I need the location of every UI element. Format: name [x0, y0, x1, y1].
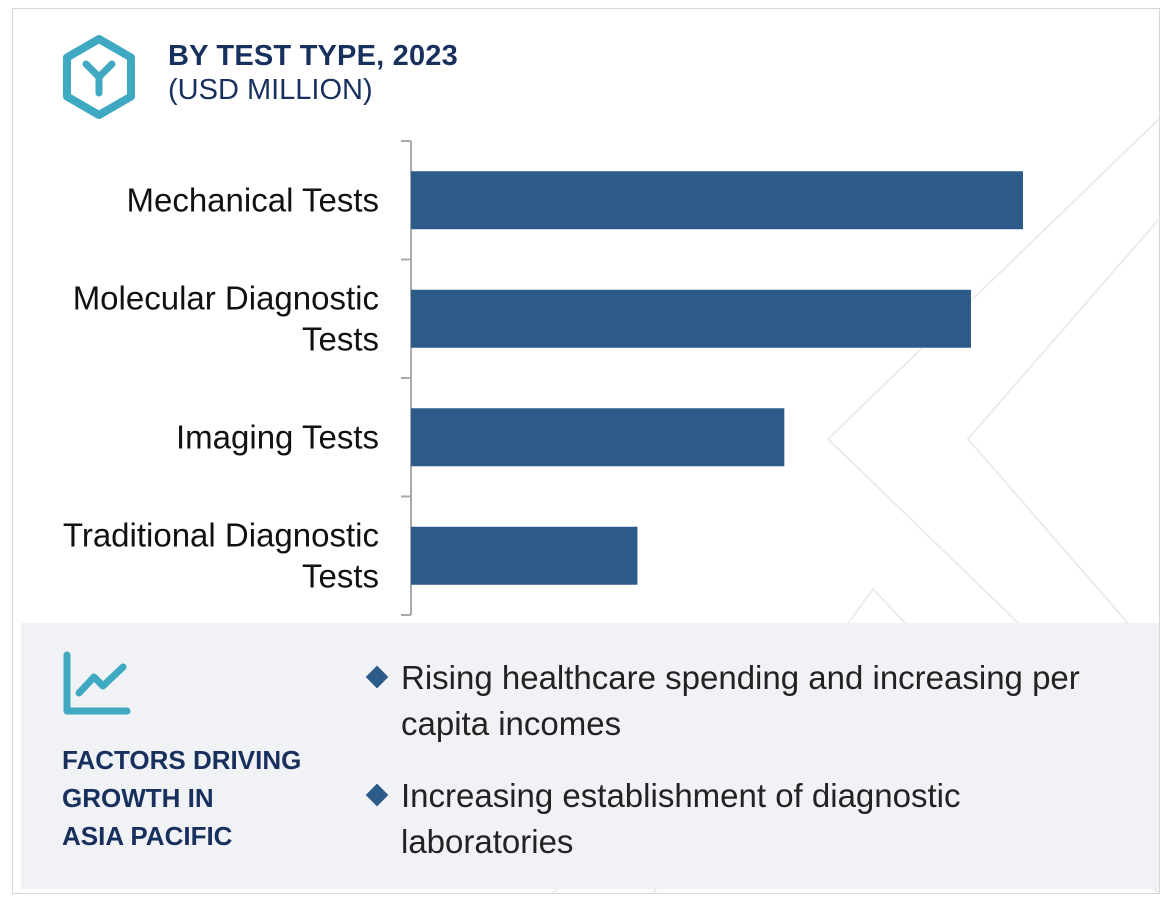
factors-title-line: FACTORS DRIVING — [62, 745, 302, 775]
bar — [411, 171, 1023, 230]
category-label-line: Tests — [302, 320, 379, 357]
factors-title-line: GROWTH IN — [62, 783, 214, 813]
bar — [411, 408, 785, 467]
factor-text-line: capita incomes — [401, 705, 622, 742]
factor-text-line: Rising healthcare spending and increasin… — [401, 659, 1080, 696]
category-label: Molecular Diagnostic Tests — [73, 279, 379, 357]
infographic-card: BY TEST TYPE, 2023 (USD MILLION) Mechani… — [12, 8, 1160, 894]
trend-line-chart-icon — [63, 651, 131, 715]
bar — [411, 526, 638, 585]
bar — [411, 289, 971, 348]
factor-item: Rising healthcare spending and increasin… — [365, 655, 1129, 747]
category-label-line: Imaging Tests — [176, 418, 379, 455]
category-label-line: Traditional Diagnostic — [63, 516, 379, 553]
bar-chart: Mechanical Tests Molecular Diagnostic Test… — [63, 140, 1023, 616]
diamond-bullet-icon — [365, 665, 389, 689]
hexagon-y-logo-icon — [63, 35, 135, 119]
chart-subtitle: (USD MILLION) — [168, 74, 373, 106]
diamond-bullet-icon — [365, 783, 389, 807]
category-label: Mechanical Tests — [126, 181, 379, 218]
title-block: BY TEST TYPE, 2023 (USD MILLION) — [168, 39, 458, 107]
category-label-line: Tests — [302, 557, 379, 594]
category-label-line: Mechanical Tests — [126, 181, 379, 218]
chart-title: BY TEST TYPE, 2023 — [168, 40, 458, 72]
category-label-line: Molecular Diagnostic — [73, 279, 379, 316]
category-label: Traditional Diagnostic Tests — [63, 516, 379, 594]
factor-text-line: laboratories — [401, 823, 574, 860]
factor-text-line: Increasing establishment of diagnostic — [401, 777, 961, 814]
factors-title: FACTORS DRIVING GROWTH IN ASIA PACIFIC — [62, 741, 342, 855]
factors-title-line: ASIA PACIFIC — [62, 821, 233, 851]
category-label: Imaging Tests — [176, 418, 379, 455]
factor-item: Increasing establishment of diagnostic l… — [365, 773, 1129, 865]
factors-panel: FACTORS DRIVING GROWTH IN ASIA PACIFIC R… — [21, 623, 1159, 889]
